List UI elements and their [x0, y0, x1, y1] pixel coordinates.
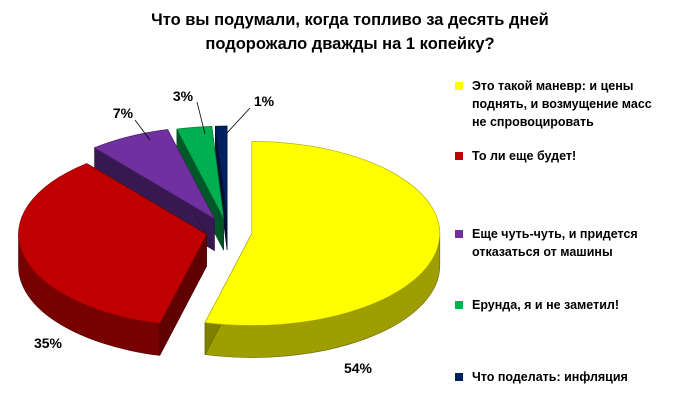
legend-label: Это такой маневр: и цены: [472, 79, 633, 93]
data-labels: 54% 35% 7% 3% 1%: [34, 88, 373, 376]
data-label: 1%: [254, 93, 275, 109]
legend-label: поднять, и возмущение масс: [472, 97, 652, 111]
legend-swatch: [455, 373, 463, 381]
pie-slice: [204, 141, 441, 326]
legend-label: отказаться от машины: [472, 245, 613, 259]
legend-swatch: [455, 230, 463, 238]
legend-label: Что поделать: инфляция: [472, 370, 628, 384]
data-label: 35%: [34, 335, 63, 351]
chart-title-line-1: Что вы подумали, когда топливо за десять…: [151, 11, 549, 29]
legend: Это такой маневр: и цены поднять, и возму…: [455, 79, 652, 384]
pie-slice: [214, 125, 228, 219]
pie-slice: [93, 129, 216, 220]
legend-label: Ерунда, я и не заметил!: [472, 298, 619, 312]
chart-title-line-2: подорожало дважды на 1 копейку?: [205, 35, 494, 53]
data-label: 7%: [113, 105, 134, 121]
data-label: 54%: [344, 360, 373, 376]
chart-title: Что вы подумали, когда топливо за десять…: [151, 11, 549, 53]
leader-line: [225, 107, 251, 135]
pie-tops: [18, 125, 441, 326]
legend-swatch: [455, 82, 463, 90]
leader-line: [196, 101, 206, 135]
pie-slice: [18, 163, 207, 324]
legend-swatch: [455, 301, 463, 309]
pie-slice: [176, 125, 224, 219]
legend-label: То ли еще будет!: [472, 149, 576, 163]
legend-label: не спровоцировать: [472, 115, 594, 129]
leader-line: [134, 119, 151, 141]
legend-swatch: [455, 152, 463, 160]
leader-lines: [134, 101, 251, 141]
data-label: 3%: [173, 88, 194, 104]
legend-label: Еще чуть-чуть, и придется: [472, 227, 638, 241]
